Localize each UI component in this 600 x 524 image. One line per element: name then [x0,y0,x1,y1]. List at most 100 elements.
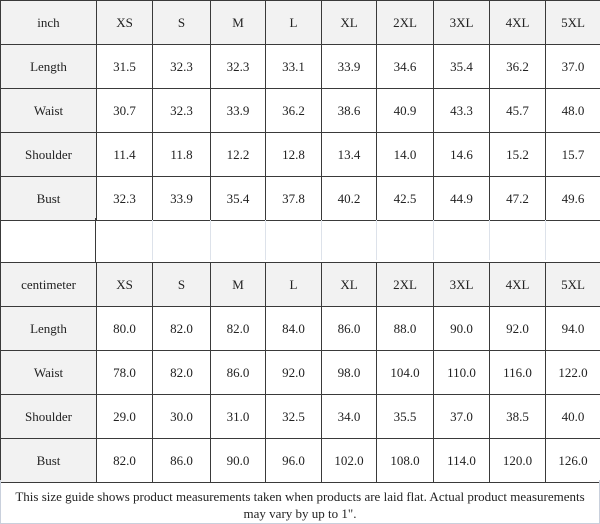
size-header: L [265,0,322,45]
measurement-cell: 32.3 [152,88,211,133]
measurement-cell: 122.0 [545,350,600,395]
measurement-cell: 47.2 [489,176,546,221]
table-row: Length 80.0 82.0 82.0 84.0 86.0 88.0 90.0 92.0 94… [0,306,600,351]
measurement-cell: 92.0 [265,350,322,395]
size-header: L [265,262,322,307]
size-header: M [210,0,266,45]
table-row: Bust 82.0 86.0 90.0 96.0 102.0 108.0 114.0 120.0… [0,438,600,483]
unit-header: centimeter [0,262,97,307]
row-label: Shoulder [0,394,97,439]
measurement-cell: 35.5 [376,394,434,439]
measurement-cell: 120.0 [489,438,546,483]
inch-size-table: inch XS S M L XL 2XL 3XL 4XL 5XL Length 31.5 32.3 32.… [0,0,600,221]
measurement-cell: 82.0 [96,438,153,483]
size-header: XS [96,0,153,45]
row-label: Bust [0,176,97,221]
measurement-cell: 12.2 [210,132,266,177]
spacer-divider [152,220,153,260]
measurement-cell: 48.0 [545,88,600,133]
spacer-divider [265,220,266,260]
header-row: centimeter XS S M L XL 2XL 3XL 4XL 5XL [0,262,600,307]
spacer-divider [210,220,211,260]
size-header: 4XL [489,262,546,307]
measurement-cell: 30.0 [152,394,211,439]
measurement-cell: 30.7 [96,88,153,133]
measurement-cell: 37.8 [265,176,322,221]
measurement-cell: 32.5 [265,394,322,439]
row-label: Length [0,306,97,351]
measurement-cell: 32.3 [152,44,211,89]
measurement-cell: 102.0 [321,438,377,483]
size-header: XS [96,262,153,307]
size-header: 2XL [376,0,434,45]
measurement-cell: 11.4 [96,132,153,177]
centimeter-size-table: centimeter XS S M L XL 2XL 3XL 4XL 5XL Length 80.0 8… [0,262,600,483]
measurement-cell: 32.3 [210,44,266,89]
size-header: 3XL [433,0,490,45]
measurement-cell: 45.7 [489,88,546,133]
measurement-cell: 35.4 [210,176,266,221]
row-label: Waist [0,350,97,395]
measurement-cell: 29.0 [96,394,153,439]
row-label: Bust [0,438,97,483]
spacer-divider [321,220,322,260]
measurement-cell: 88.0 [376,306,434,351]
size-header: 3XL [433,262,490,307]
header-row: inch XS S M L XL 2XL 3XL 4XL 5XL [0,0,600,45]
measurement-cell: 11.8 [152,132,211,177]
measurement-cell: 37.0 [545,44,600,89]
measurement-cell: 110.0 [433,350,490,395]
size-header: 4XL [489,0,546,45]
size-guide-note: This size guide shows product measuremen… [0,480,600,524]
spacer-divider [433,220,434,260]
measurement-cell: 86.0 [152,438,211,483]
size-header: S [152,0,211,45]
measurement-cell: 12.8 [265,132,322,177]
measurement-cell: 38.5 [489,394,546,439]
measurement-cell: 33.1 [265,44,322,89]
measurement-cell: 15.2 [489,132,546,177]
table-row: Shoulder 11.4 11.8 12.2 12.8 13.4 14.0 14.6 15.2… [0,132,600,177]
spacer-divider [545,220,546,260]
measurement-cell: 33.9 [321,44,377,89]
unit-header: inch [0,0,97,45]
size-header: S [152,262,211,307]
size-header: 5XL [545,262,600,307]
measurement-cell: 32.3 [96,176,153,221]
measurement-cell: 86.0 [321,306,377,351]
measurement-cell: 90.0 [210,438,266,483]
measurement-cell: 14.6 [433,132,490,177]
measurement-cell: 92.0 [489,306,546,351]
measurement-cell: 80.0 [96,306,153,351]
measurement-cell: 116.0 [489,350,546,395]
spacer-cell [0,218,96,262]
measurement-cell: 90.0 [433,306,490,351]
measurement-cell: 13.4 [321,132,377,177]
spacer-divider [376,220,377,260]
measurement-cell: 40.0 [545,394,600,439]
row-label: Waist [0,88,97,133]
measurement-cell: 84.0 [265,306,322,351]
table-row: Length 31.5 32.3 32.3 33.1 33.9 34.6 35.4 36.2 37… [0,44,600,89]
measurement-cell: 38.6 [321,88,377,133]
measurement-cell: 33.9 [210,88,266,133]
measurement-cell: 40.2 [321,176,377,221]
spacer-divider [489,220,490,260]
measurement-cell: 96.0 [265,438,322,483]
measurement-cell: 40.9 [376,88,434,133]
measurement-cell: 98.0 [321,350,377,395]
measurement-cell: 82.0 [210,306,266,351]
measurement-cell: 78.0 [96,350,153,395]
measurement-cell: 44.9 [433,176,490,221]
size-header: XL [321,0,377,45]
measurement-cell: 126.0 [545,438,600,483]
table-row: Waist 78.0 82.0 86.0 92.0 98.0 104.0 110.0 116.0… [0,350,600,395]
measurement-cell: 31.0 [210,394,266,439]
measurement-cell: 42.5 [376,176,434,221]
measurement-cell: 49.6 [545,176,600,221]
measurement-cell: 108.0 [376,438,434,483]
measurement-cell: 114.0 [433,438,490,483]
measurement-cell: 36.2 [265,88,322,133]
measurement-cell: 34.0 [321,394,377,439]
measurement-cell: 43.3 [433,88,490,133]
